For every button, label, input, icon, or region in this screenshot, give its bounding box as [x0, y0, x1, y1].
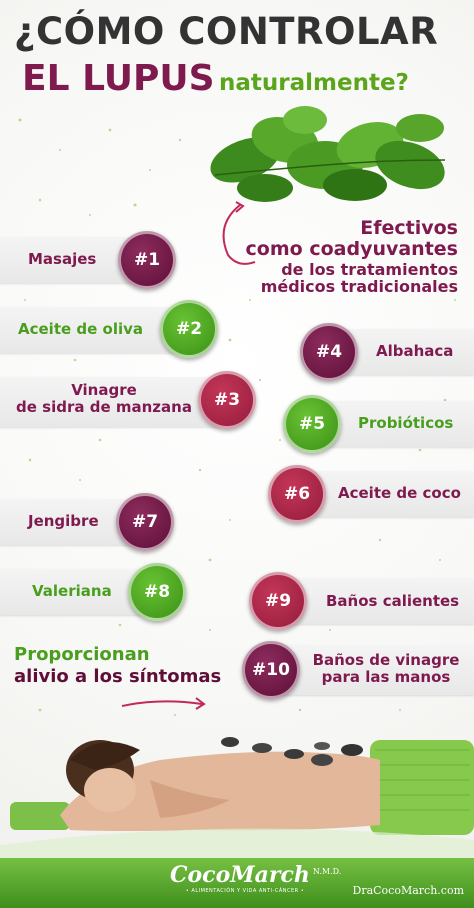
- woman-hot-stone-massage-image: [0, 737, 474, 870]
- item-6-label: Aceite de coco: [338, 484, 461, 502]
- basil-leaves-image: [210, 106, 446, 202]
- item-2-label: Aceite de oliva: [18, 320, 144, 338]
- item-10-label-line-1: Baños de vinagre: [312, 651, 460, 669]
- website-link[interactable]: DraCocoMarch.com: [352, 884, 465, 897]
- item-9-badge: #9: [249, 572, 307, 630]
- outro-line-1: Proporcionan: [14, 644, 150, 665]
- item-10-badge: #10: [242, 641, 300, 699]
- item-7-badge: #7: [116, 493, 174, 551]
- item-4-badge: #4: [300, 323, 358, 381]
- item-3-label: Vinagre de sidra de manzana: [14, 381, 194, 417]
- intro-line-2: como coadyuvantes: [245, 238, 458, 261]
- title-line-1: ¿CÓMO CONTROLAR: [14, 10, 439, 53]
- item-6-badge: #6: [268, 465, 326, 523]
- brand-tagline: • ALIMENTACIÓN Y VIDA ANTI-CÁNCER •: [185, 888, 305, 894]
- item-5-label: Probióticos: [358, 414, 454, 432]
- item-4-label: Albahaca: [376, 342, 454, 360]
- item-8-badge: #8: [128, 563, 186, 621]
- item-9-label: Baños calientes: [326, 592, 460, 610]
- title-line-3: naturalmente?: [219, 70, 409, 96]
- arrow-icon: [121, 697, 206, 710]
- title-line-2: EL LUPUS: [22, 58, 215, 99]
- outro-text: Proporcionan alivio a los síntomas: [14, 644, 221, 687]
- intro-line-4: médicos tradicionales: [260, 277, 458, 297]
- curved-arrow-icon: [222, 201, 256, 265]
- footer-bar: [0, 858, 474, 908]
- brand-credential: N.M.D.: [312, 866, 342, 876]
- item-10-label: Baños de vinagre para las manos: [306, 651, 466, 687]
- brand-name: CocoMarch N.M.D.: [170, 862, 342, 888]
- item-8-label: Valeriana: [32, 582, 112, 600]
- item-5-badge: #5: [283, 395, 341, 453]
- item-3-badge: #3: [198, 371, 256, 429]
- intro-text: Efectivos como coadyuvantes de los trata…: [245, 217, 458, 297]
- outro-line-2: alivio a los síntomas: [14, 665, 222, 687]
- intro-line-3: de los tratamientos: [281, 259, 458, 279]
- intro-line-1: Efectivos: [360, 217, 458, 239]
- item-1-label: Masajes: [28, 250, 97, 268]
- band-item-3: [0, 377, 235, 427]
- item-3-label-line-2: de sidra de manzana: [16, 398, 192, 417]
- item-7-label: Jengibre: [28, 512, 99, 530]
- brand-logo: CocoMarch N.M.D. • ALIMENTACIÓN Y VIDA AN…: [170, 862, 342, 894]
- item-1-badge: #1: [118, 231, 176, 289]
- item-10-label-line-2: para las manos: [321, 668, 451, 687]
- item-3-label-line-1: Vinagre: [71, 381, 137, 399]
- item-2-badge: #2: [160, 300, 218, 358]
